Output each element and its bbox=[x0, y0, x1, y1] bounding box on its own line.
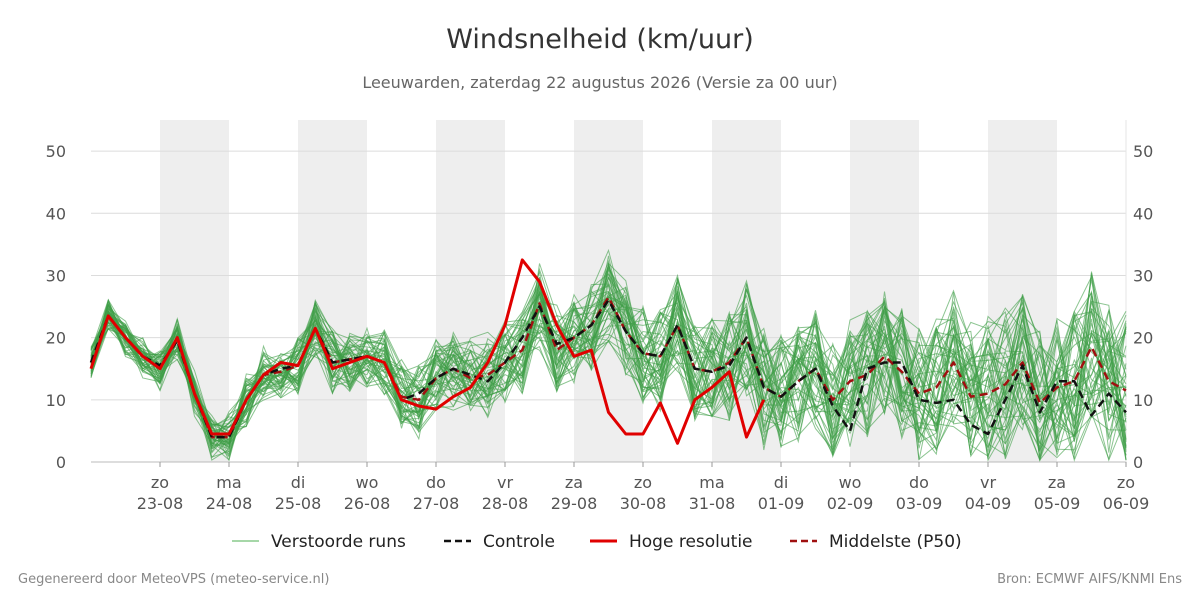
ensemble-run-line bbox=[90, 248, 1127, 454]
footer-source: Bron: ECMWF AIFS/KNMI Ens bbox=[997, 572, 1182, 587]
y-tick-label-right: 30 bbox=[1133, 266, 1153, 285]
chart-title: Windsnelheid (km/uur) bbox=[446, 24, 754, 55]
ensemble-run-line bbox=[90, 275, 1127, 457]
x-tick-label-day: zo bbox=[151, 473, 169, 492]
ensemble-run-line bbox=[90, 276, 1127, 462]
y-tick-label-right: 20 bbox=[1133, 329, 1153, 348]
x-tick-label-date: 27-08 bbox=[413, 494, 460, 513]
legend-label: Verstoorde runs bbox=[271, 532, 406, 552]
ensemble-run-line bbox=[90, 263, 1127, 456]
y-tick-label-left: 50 bbox=[46, 142, 66, 161]
x-tick-label-date: 28-08 bbox=[482, 494, 529, 513]
legend-label: Hoge resolutie bbox=[629, 532, 753, 552]
ensemble-run-line bbox=[90, 270, 1127, 458]
ensemble-run-line bbox=[90, 291, 1127, 454]
x-tick-label-date: 01-09 bbox=[758, 494, 805, 513]
x-tick-label-date: 25-08 bbox=[275, 494, 322, 513]
x-tick-label-day: za bbox=[1048, 473, 1066, 492]
x-tick-label-date: 24-08 bbox=[206, 494, 253, 513]
x-tick-label-day: ma bbox=[216, 473, 241, 492]
y-tick-label-right: 0 bbox=[1133, 453, 1143, 472]
x-tick-label-date: 26-08 bbox=[344, 494, 391, 513]
y-axis-ticks: 0 0 10 10 20 20 30 30 40 40 50 50 bbox=[46, 142, 1154, 472]
shaded-day-band bbox=[298, 120, 367, 462]
legend-label: Middelste (P50) bbox=[829, 532, 962, 552]
x-tick-label-day: za bbox=[565, 473, 583, 492]
x-tick-label-day: do bbox=[909, 473, 929, 492]
ensemble-run-line bbox=[90, 271, 1127, 459]
legend-label: Controle bbox=[483, 532, 555, 552]
ensemble-run-line bbox=[90, 301, 1127, 462]
y-tick-label-right: 10 bbox=[1133, 391, 1153, 410]
x-tick-label-date: 04-09 bbox=[965, 494, 1012, 513]
x-tick-label-day: do bbox=[426, 473, 446, 492]
chart-legend: Verstoorde runs Controle Hoge resolutie Mid… bbox=[232, 532, 962, 552]
x-tick-label-date: 06-09 bbox=[1103, 494, 1150, 513]
x-tick-label-date: 29-08 bbox=[551, 494, 598, 513]
x-tick-label-day: vr bbox=[497, 473, 513, 492]
chart-subtitle: Leeuwarden, zaterdag 22 augustus 2026 (V… bbox=[362, 73, 838, 92]
y-tick-label-left: 10 bbox=[46, 391, 66, 410]
main-series bbox=[89, 258, 1127, 445]
x-tick-label-date: 03-09 bbox=[896, 494, 943, 513]
x-tick-label-day: di bbox=[774, 473, 789, 492]
x-tick-label-date: 02-09 bbox=[827, 494, 874, 513]
series-line-hoge-resolutie bbox=[89, 258, 766, 445]
x-tick-label-day: zo bbox=[634, 473, 652, 492]
y-tick-label-right: 40 bbox=[1133, 204, 1153, 223]
x-axis-ticks: zo 23-08 ma 24-08 di 25-08 wo 26-08 do 27-08 vr 28-… bbox=[137, 462, 1150, 513]
ensemble-run-line bbox=[90, 262, 1127, 447]
y-tick-label-left: 40 bbox=[46, 204, 66, 223]
x-tick-label-day: di bbox=[291, 473, 306, 492]
x-tick-label-day: zo bbox=[1117, 473, 1135, 492]
x-tick-label-date: 30-08 bbox=[620, 494, 667, 513]
y-tick-label-left: 20 bbox=[46, 329, 66, 348]
x-tick-label-day: vr bbox=[980, 473, 996, 492]
x-tick-label-date: 31-08 bbox=[689, 494, 736, 513]
ensemble-run-line bbox=[90, 283, 1127, 452]
y-tick-label-left: 30 bbox=[46, 266, 66, 285]
ensemble-run-line bbox=[90, 268, 1127, 455]
y-tick-label-right: 50 bbox=[1133, 142, 1153, 161]
x-tick-label-day: wo bbox=[356, 473, 379, 492]
x-tick-label-date: 23-08 bbox=[137, 494, 184, 513]
x-tick-label-day: wo bbox=[839, 473, 862, 492]
ensemble-run-line bbox=[90, 259, 1127, 453]
x-tick-label-day: ma bbox=[699, 473, 724, 492]
y-tick-label-left: 0 bbox=[56, 453, 66, 472]
x-tick-label-date: 05-09 bbox=[1034, 494, 1081, 513]
ensemble-run-line bbox=[90, 280, 1127, 462]
footer-generated-by: Gegenereerd door MeteoVPS (meteo-service… bbox=[18, 572, 330, 587]
